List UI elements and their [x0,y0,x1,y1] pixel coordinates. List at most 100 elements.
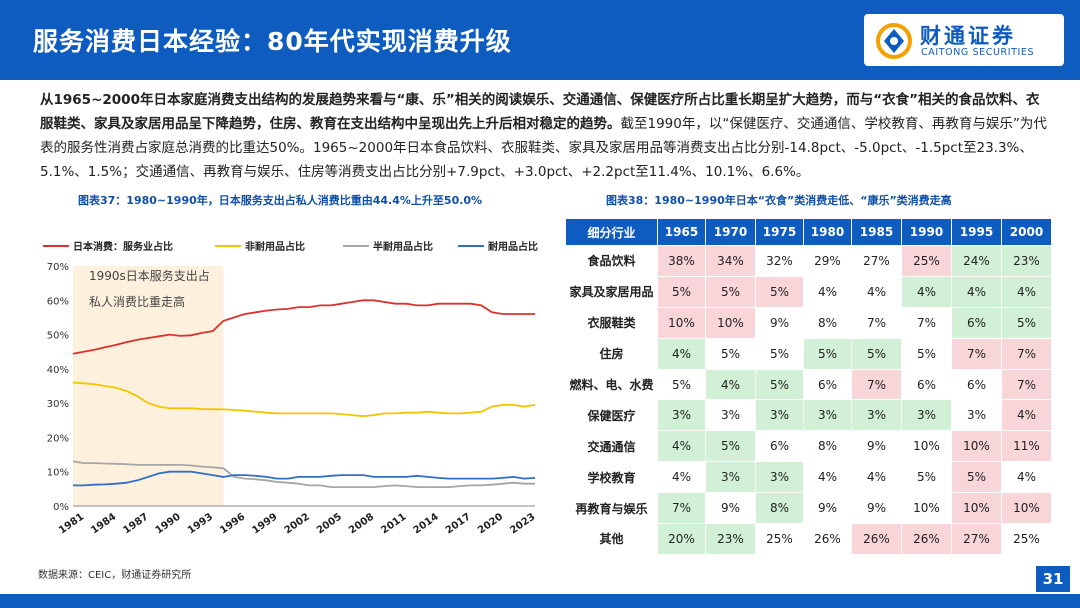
y-tick-label: 60% [47,296,69,307]
table-value-cell: 3% [803,399,852,432]
y-tick-label: 0% [53,502,69,513]
intro-normal-text: 截至1990年，以“保健医疗、交通通信、学校教育、再教育与娱乐”为代表的服务性消… [40,116,1047,180]
table-value-cell: 9% [803,492,852,525]
logo-text-cn: 财通证券 [920,24,1016,48]
table-value-cell: 7% [851,368,902,401]
table-value-cell: 9% [851,492,902,525]
table-value-cell: 4% [851,275,902,308]
x-tick-label: 1996 [218,511,247,536]
table-value-cell: 5% [851,337,902,370]
table-value-cell: 3% [705,399,756,432]
table-value-cell: 5% [901,461,952,494]
table-value-cell: 7% [657,492,706,525]
table-category-cell: 家具及家居用品 [565,275,658,308]
table-value-cell: 7% [901,306,952,339]
table-value-cell: 11% [1001,430,1052,463]
table-value-cell: 7% [951,337,1002,370]
table-value-cell: 4% [1001,275,1052,308]
table-value-cell: 4% [803,461,852,494]
table-row: 交通通信 4% 5% 6% 8% 9% 10% 10% 11% [565,430,1052,463]
table-value-cell: 6% [951,368,1002,401]
table-value-cell: 5% [755,337,804,370]
table-value-cell: 38% [657,245,706,277]
y-tick-label: 20% [47,433,69,444]
x-tick-label: 1987 [121,511,150,536]
table-header-row: 细分行业 1965 1970 1975 1980 1985 1990 1995 2000 [565,218,1052,246]
table-value-cell: 4% [657,337,706,370]
chart-caption-left: 图表37：1980~1990年，日本服务支出占私人消费比重由44.4%上升至50… [78,194,483,207]
table-category-cell: 食品饮料 [565,245,658,277]
table-value-cell: 27% [851,245,902,277]
series-line-2 [72,460,535,489]
table-value-cell: 10% [901,430,952,463]
table-value-cell: 10% [1001,492,1052,525]
table-value-cell: 26% [851,523,902,555]
table-value-cell: 26% [901,523,952,555]
table-value-cell: 4% [705,368,756,401]
table-value-cell: 25% [755,523,804,555]
header-bar: 服务消费日本经验：80年代实现消费升级 财通证券 CAITONG SECURIT… [0,0,1080,80]
table-value-cell: 5% [1001,306,1052,339]
table-header-cell: 1985 [851,218,902,246]
table-row: 食品饮料 38% 34% 32% 29% 27% 25% 24% 23% [565,245,1052,277]
y-tick-label: 30% [47,399,69,410]
table-value-cell: 3% [705,461,756,494]
table-value-cell: 8% [803,430,852,463]
x-tick-label: 2008 [347,511,376,536]
table-value-cell: 10% [901,492,952,525]
table-header-cell: 1980 [803,218,852,246]
table-row: 住房 4% 5% 5% 5% 5% 5% 7% 7% [565,337,1052,370]
table-value-cell: 3% [951,399,1002,432]
table-header-cell: 1965 [657,218,706,246]
table-value-cell: 8% [755,492,804,525]
x-tick-label: 2005 [315,511,344,536]
table-category-cell: 再教育与娱乐 [565,492,658,525]
table-header-cell: 1975 [755,218,804,246]
caitong-logo-icon [876,23,912,59]
table-value-cell: 5% [705,337,756,370]
table-value-cell: 5% [705,275,756,308]
table-value-cell: 6% [755,430,804,463]
table-value-cell: 10% [951,430,1002,463]
table-header-cell: 2000 [1001,218,1052,246]
table-value-cell: 3% [657,399,706,432]
data-source: 数据来源：CEIC，财通证券研究所 [38,570,192,581]
x-tick-label: 2002 [283,511,312,536]
series-line-3 [73,470,536,487]
legend-label-0: 日本消费：服务业占比 [73,240,173,253]
table-row: 学校教育 4% 3% 3% 4% 4% 5% 5% 4% [565,461,1052,494]
y-tick-label: 40% [47,365,69,376]
table-value-cell: 3% [755,399,804,432]
x-tick-label: 2017 [444,511,473,536]
table-value-cell: 5% [755,368,804,401]
x-tick-label: 2011 [379,511,408,536]
table-row: 燃料、电、水费 5% 4% 5% 6% 7% 6% 6% 7% [565,368,1052,401]
table-header-cell: 细分行业 [565,218,658,246]
x-tick-label: 2014 [412,511,441,536]
y-tick-label: 10% [47,468,69,479]
table-value-cell: 32% [755,245,804,277]
table-row: 再教育与娱乐 7% 9% 8% 9% 9% 10% 10% 10% [565,492,1052,525]
table-value-cell: 10% [951,492,1002,525]
table-value-cell: 5% [705,430,756,463]
table-value-cell: 4% [851,461,902,494]
table-value-cell: 9% [705,492,756,525]
table-value-cell: 6% [901,368,952,401]
table-row: 衣服鞋类 10% 10% 9% 8% 7% 7% 6% 5% [565,306,1052,339]
table-value-cell: 5% [755,275,804,308]
table-row: 保健医疗 3% 3% 3% 3% 3% 3% 3% 4% [565,399,1052,432]
intro-bold-text: 从1965~2000年日本家庭消费支出结构的发展趋势来看与“康、乐”相关的阅读娱… [40,92,1040,132]
table-value-cell: 3% [755,461,804,494]
table-header-cell: 1970 [705,218,756,246]
table-value-cell: 4% [1001,399,1052,432]
consumption-table: 细分行业 1965 1970 1975 1980 1985 1990 1995 2000 食品饮… [565,218,1052,555]
legend-label-2: 半耐用品占比 [373,240,433,253]
x-tick-label: 1993 [186,511,215,536]
table-value-cell: 10% [657,306,706,339]
series-line-1 [72,381,536,418]
table-value-cell: 6% [951,306,1002,339]
series-line-0 [72,299,535,355]
chart-caption-right: 图表38：1980~1990年日本“衣食”类消费走低、“康乐”类消费走高 [606,194,952,207]
intro-paragraph: 从1965~2000年日本家庭消费支出结构的发展趋势来看与“康、乐”相关的阅读娱… [40,88,1050,184]
